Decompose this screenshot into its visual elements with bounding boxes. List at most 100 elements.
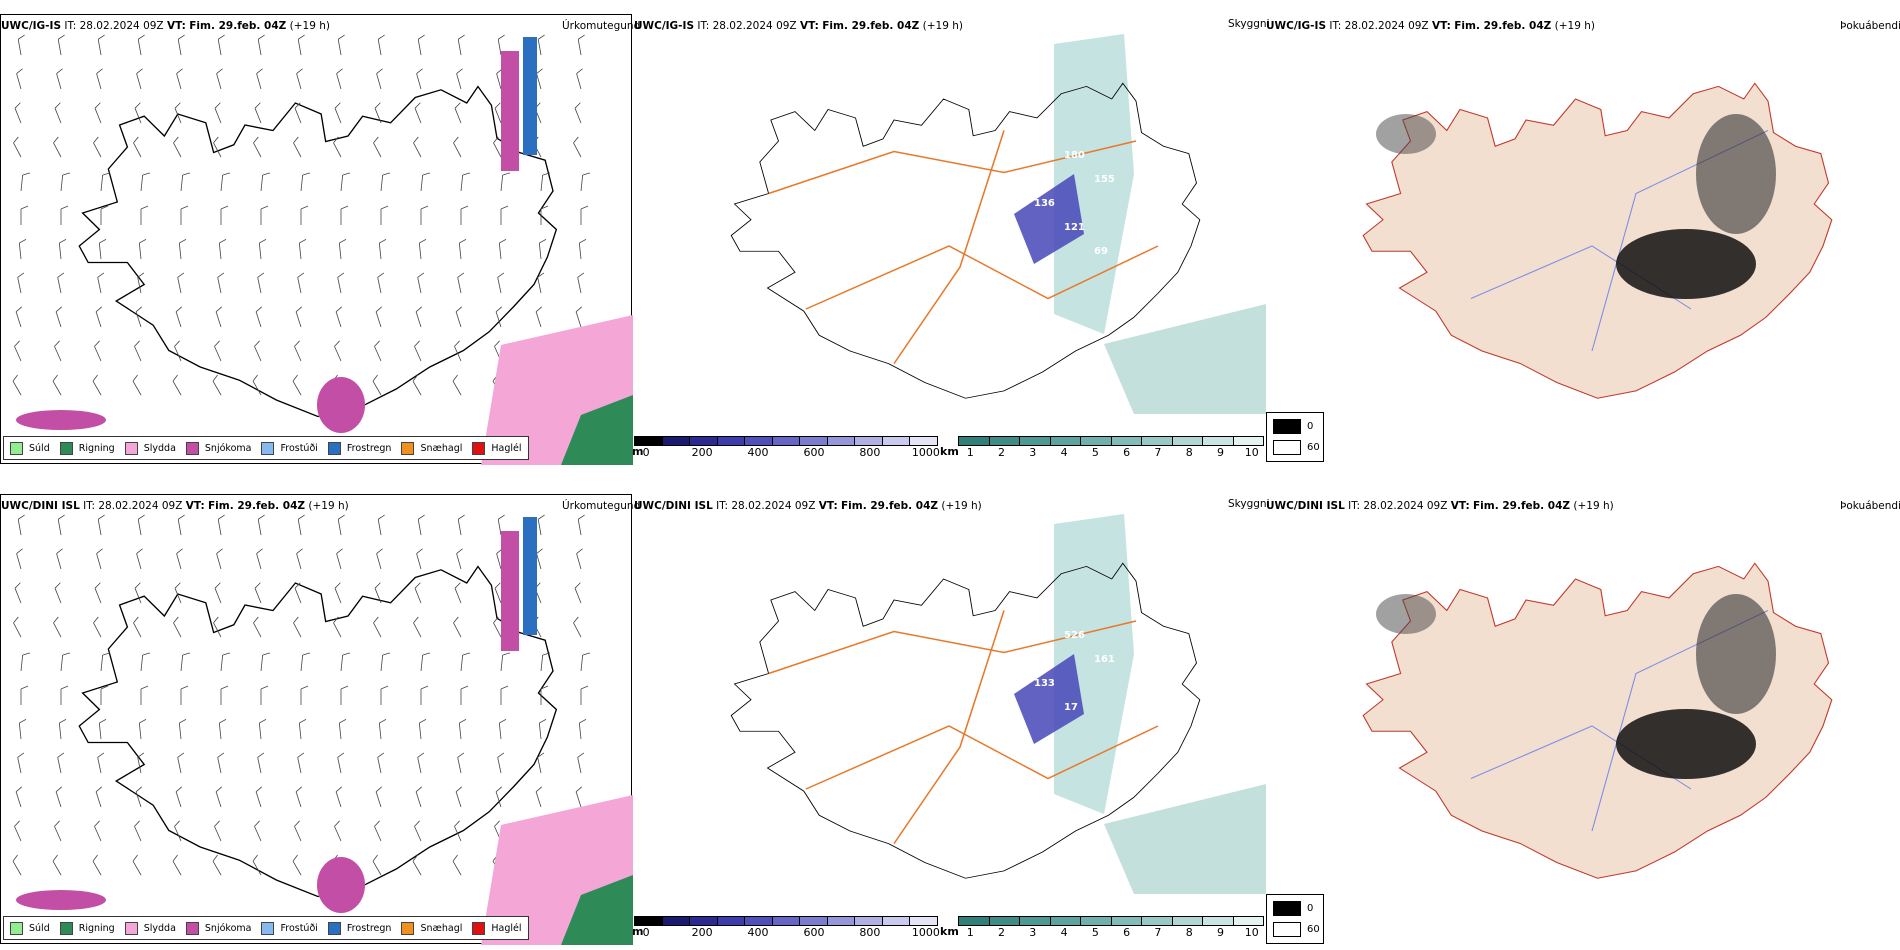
wind-barb — [292, 854, 302, 876]
wind-barb — [217, 752, 225, 774]
wind-barb — [458, 719, 467, 740]
colorbar-cell — [1203, 917, 1234, 925]
road-network — [768, 610, 1159, 845]
colorbar-tick: 800 — [859, 446, 881, 459]
wind-barb — [58, 239, 67, 260]
wind-barb — [380, 685, 389, 705]
wind-barb — [295, 306, 303, 328]
fog-area — [1616, 229, 1756, 299]
wind-barb — [256, 68, 263, 90]
visibility-title-bottom: Skyggni — [1228, 498, 1270, 510]
wind-barb — [420, 652, 431, 672]
wind-barb — [294, 340, 302, 362]
legend-item: Slydda — [124, 921, 176, 935]
visibility-cells — [958, 436, 1264, 446]
wind-barb — [254, 582, 262, 604]
colorbar-tick: 6 — [1123, 446, 1131, 459]
precip-panel-bottom — [0, 494, 633, 945]
colorbar-tick: 600 — [803, 926, 825, 939]
wind-barb — [540, 685, 549, 705]
wind-barb — [56, 68, 63, 90]
wind-barb — [573, 616, 582, 638]
legend-item: Rigning — [59, 921, 115, 935]
wind-barb — [254, 340, 262, 362]
wind-barb — [133, 136, 142, 158]
low-cloudbase-area — [1014, 654, 1084, 744]
wind-barb — [537, 272, 545, 294]
wind-barb — [374, 340, 382, 362]
wind-barb — [298, 239, 307, 260]
legend-item: Súld — [10, 441, 50, 455]
wind-barb — [337, 34, 345, 56]
wind-barb — [176, 68, 183, 90]
wind-barb — [538, 239, 547, 260]
colorbar-cell — [827, 437, 856, 445]
wind-barb — [574, 102, 582, 124]
wind-barb — [257, 752, 265, 774]
colorbar-cell — [800, 437, 828, 445]
wind-barb — [212, 854, 222, 876]
wind-barb — [457, 272, 465, 294]
wind-barb — [254, 820, 262, 842]
wind-barb — [417, 272, 425, 294]
colorbar-tick: 1000 — [911, 446, 940, 459]
visibility-cells — [958, 916, 1264, 926]
wind-barb — [217, 272, 225, 294]
wind-barb — [136, 548, 143, 570]
colorbar-tick: 200 — [691, 446, 713, 459]
precip-title-bottom: Úrkomutegund — [562, 500, 641, 512]
wind-barb — [495, 306, 503, 328]
colorbar-tick: 7 — [1154, 446, 1162, 459]
wind-barb — [377, 272, 385, 294]
cloudbase-unit: m — [632, 445, 644, 458]
wind-barb — [535, 786, 543, 808]
wind-barb — [18, 719, 27, 740]
wind-barb — [293, 616, 302, 638]
wind-barb — [460, 205, 469, 225]
wind-barb — [134, 102, 142, 124]
rain-area — [561, 395, 633, 465]
wind-barb — [12, 854, 22, 876]
snow-area — [501, 51, 519, 171]
wind-barb — [137, 34, 145, 56]
wind-barb — [140, 652, 151, 672]
wind-barb — [374, 820, 382, 842]
colorbar-cell — [989, 917, 1020, 925]
wind-barb — [377, 34, 385, 56]
wind-barb — [373, 616, 382, 638]
wind-barb — [460, 652, 471, 672]
wind-barb — [215, 786, 223, 808]
colorbar-tick: 9 — [1216, 446, 1224, 459]
wind-barb — [220, 172, 231, 192]
cloudbase-label: 161 — [1094, 654, 1115, 665]
colorbar-cell — [1233, 917, 1263, 925]
wind-barb — [336, 68, 343, 90]
wind-barb — [52, 854, 62, 876]
wind-barb — [214, 102, 222, 124]
wind-barb — [540, 205, 549, 225]
wind-barb — [294, 820, 302, 842]
wind-barb — [18, 239, 27, 260]
colorbar-cell — [1050, 437, 1081, 445]
visibility-map-bottom: 78 526 161 133 17 — [730, 514, 1266, 894]
colorbar-tick: 9 — [1216, 926, 1224, 939]
wind-barb — [98, 719, 107, 740]
cloudbase-label: 17 — [1064, 702, 1078, 713]
wind-barb — [580, 172, 591, 192]
wind-barb — [57, 272, 65, 294]
wind-barb — [334, 582, 342, 604]
wind-barb — [456, 68, 463, 90]
wind-barb — [494, 582, 502, 604]
snow-area — [501, 531, 519, 651]
wind-barb — [575, 786, 583, 808]
wind-barb — [300, 172, 311, 192]
colorbar-tick: 400 — [747, 446, 769, 459]
cloudbase-colorbar-bottom: 0 200 400 600 800 1000 m — [632, 916, 940, 939]
road-network — [768, 130, 1159, 365]
fog-legend-low: 0 — [1307, 903, 1314, 914]
wind-barb — [574, 582, 582, 604]
wind-barb — [575, 306, 583, 328]
wind-barb — [177, 514, 185, 536]
wind-barb — [497, 272, 505, 294]
wind-barb — [380, 172, 391, 192]
